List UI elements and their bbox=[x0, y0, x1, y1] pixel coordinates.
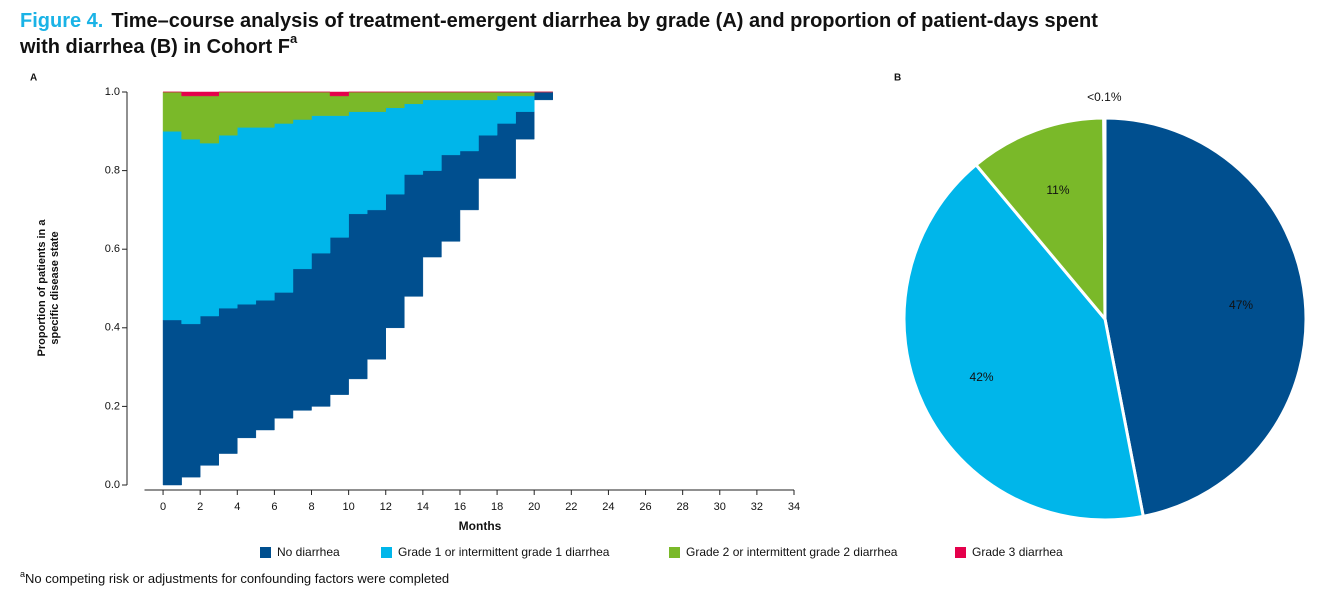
x-tick-label: 22 bbox=[565, 501, 577, 513]
x-tick-label: 16 bbox=[454, 501, 466, 513]
y-axis-label: specific disease state bbox=[49, 231, 61, 344]
x-tick-label: 24 bbox=[602, 501, 614, 513]
x-tick-label: 12 bbox=[380, 501, 392, 513]
y-tick-label: 0.6 bbox=[105, 243, 120, 255]
y-tick-label: 0.0 bbox=[105, 479, 120, 491]
y-tick-label: 1.0 bbox=[105, 86, 120, 98]
y-tick-label: 0.2 bbox=[105, 400, 120, 412]
x-tick-label: 26 bbox=[639, 501, 651, 513]
title-text: Time–course analysis of treatment-emerge… bbox=[111, 10, 1098, 32]
x-tick-label: 0 bbox=[160, 501, 166, 513]
legend-swatch bbox=[381, 547, 392, 558]
y-tick-label: 0.4 bbox=[105, 322, 120, 334]
value-label: 42% bbox=[970, 370, 994, 384]
legend-label: No diarrhea bbox=[277, 545, 340, 559]
x-tick-label: 8 bbox=[308, 501, 314, 513]
value-label: <0.1% bbox=[1087, 90, 1122, 104]
title-superscript: a bbox=[290, 31, 298, 46]
pie-slice bbox=[1102, 116, 1107, 320]
panel-label: A bbox=[30, 73, 37, 84]
x-tick-label: 10 bbox=[343, 501, 355, 513]
y-axis-label: Proportion of patients in a bbox=[36, 219, 48, 357]
x-tick-label: 30 bbox=[714, 501, 726, 513]
x-tick-label: 14 bbox=[417, 501, 429, 513]
footnote: aNo competing risk or adjustments for co… bbox=[20, 569, 449, 586]
footnote-marker: a bbox=[20, 569, 25, 579]
x-tick-label: 28 bbox=[677, 501, 689, 513]
x-axis-label: Months bbox=[459, 519, 502, 533]
title-text: with diarrhea (B) in Cohort F bbox=[19, 36, 290, 58]
x-tick-label: 2 bbox=[197, 501, 203, 513]
legend-swatch bbox=[955, 547, 966, 558]
legend-swatch bbox=[669, 547, 680, 558]
value-label: 47% bbox=[1229, 298, 1253, 312]
figure-label: Figure 4. bbox=[20, 10, 103, 32]
panel-label: B bbox=[894, 73, 901, 84]
pie-slice bbox=[973, 116, 1107, 324]
pie-slice bbox=[902, 162, 1146, 522]
x-tick-label: 34 bbox=[788, 501, 800, 513]
pie-slice bbox=[1103, 116, 1308, 519]
area-band bbox=[163, 91, 553, 97]
legend-swatch bbox=[260, 547, 271, 558]
y-tick-label: 0.8 bbox=[105, 165, 120, 177]
x-tick-label: 20 bbox=[528, 501, 540, 513]
legend-label: Grade 1 or intermittent grade 1 diarrhea bbox=[398, 545, 610, 559]
x-tick-label: 18 bbox=[491, 501, 503, 513]
footnote-text: No competing risk or adjustments for con… bbox=[25, 571, 449, 586]
x-tick-label: 4 bbox=[234, 501, 240, 513]
x-tick-label: 32 bbox=[751, 501, 763, 513]
legend-label: Grade 2 or intermittent grade 2 diarrhea bbox=[686, 545, 898, 559]
value-label: 11% bbox=[1046, 183, 1069, 197]
legend-label: Grade 3 diarrhea bbox=[972, 545, 1063, 559]
x-tick-label: 6 bbox=[271, 501, 277, 513]
figure-title: Figure 4. Time–course analysis of treatme… bbox=[19, 10, 1098, 58]
